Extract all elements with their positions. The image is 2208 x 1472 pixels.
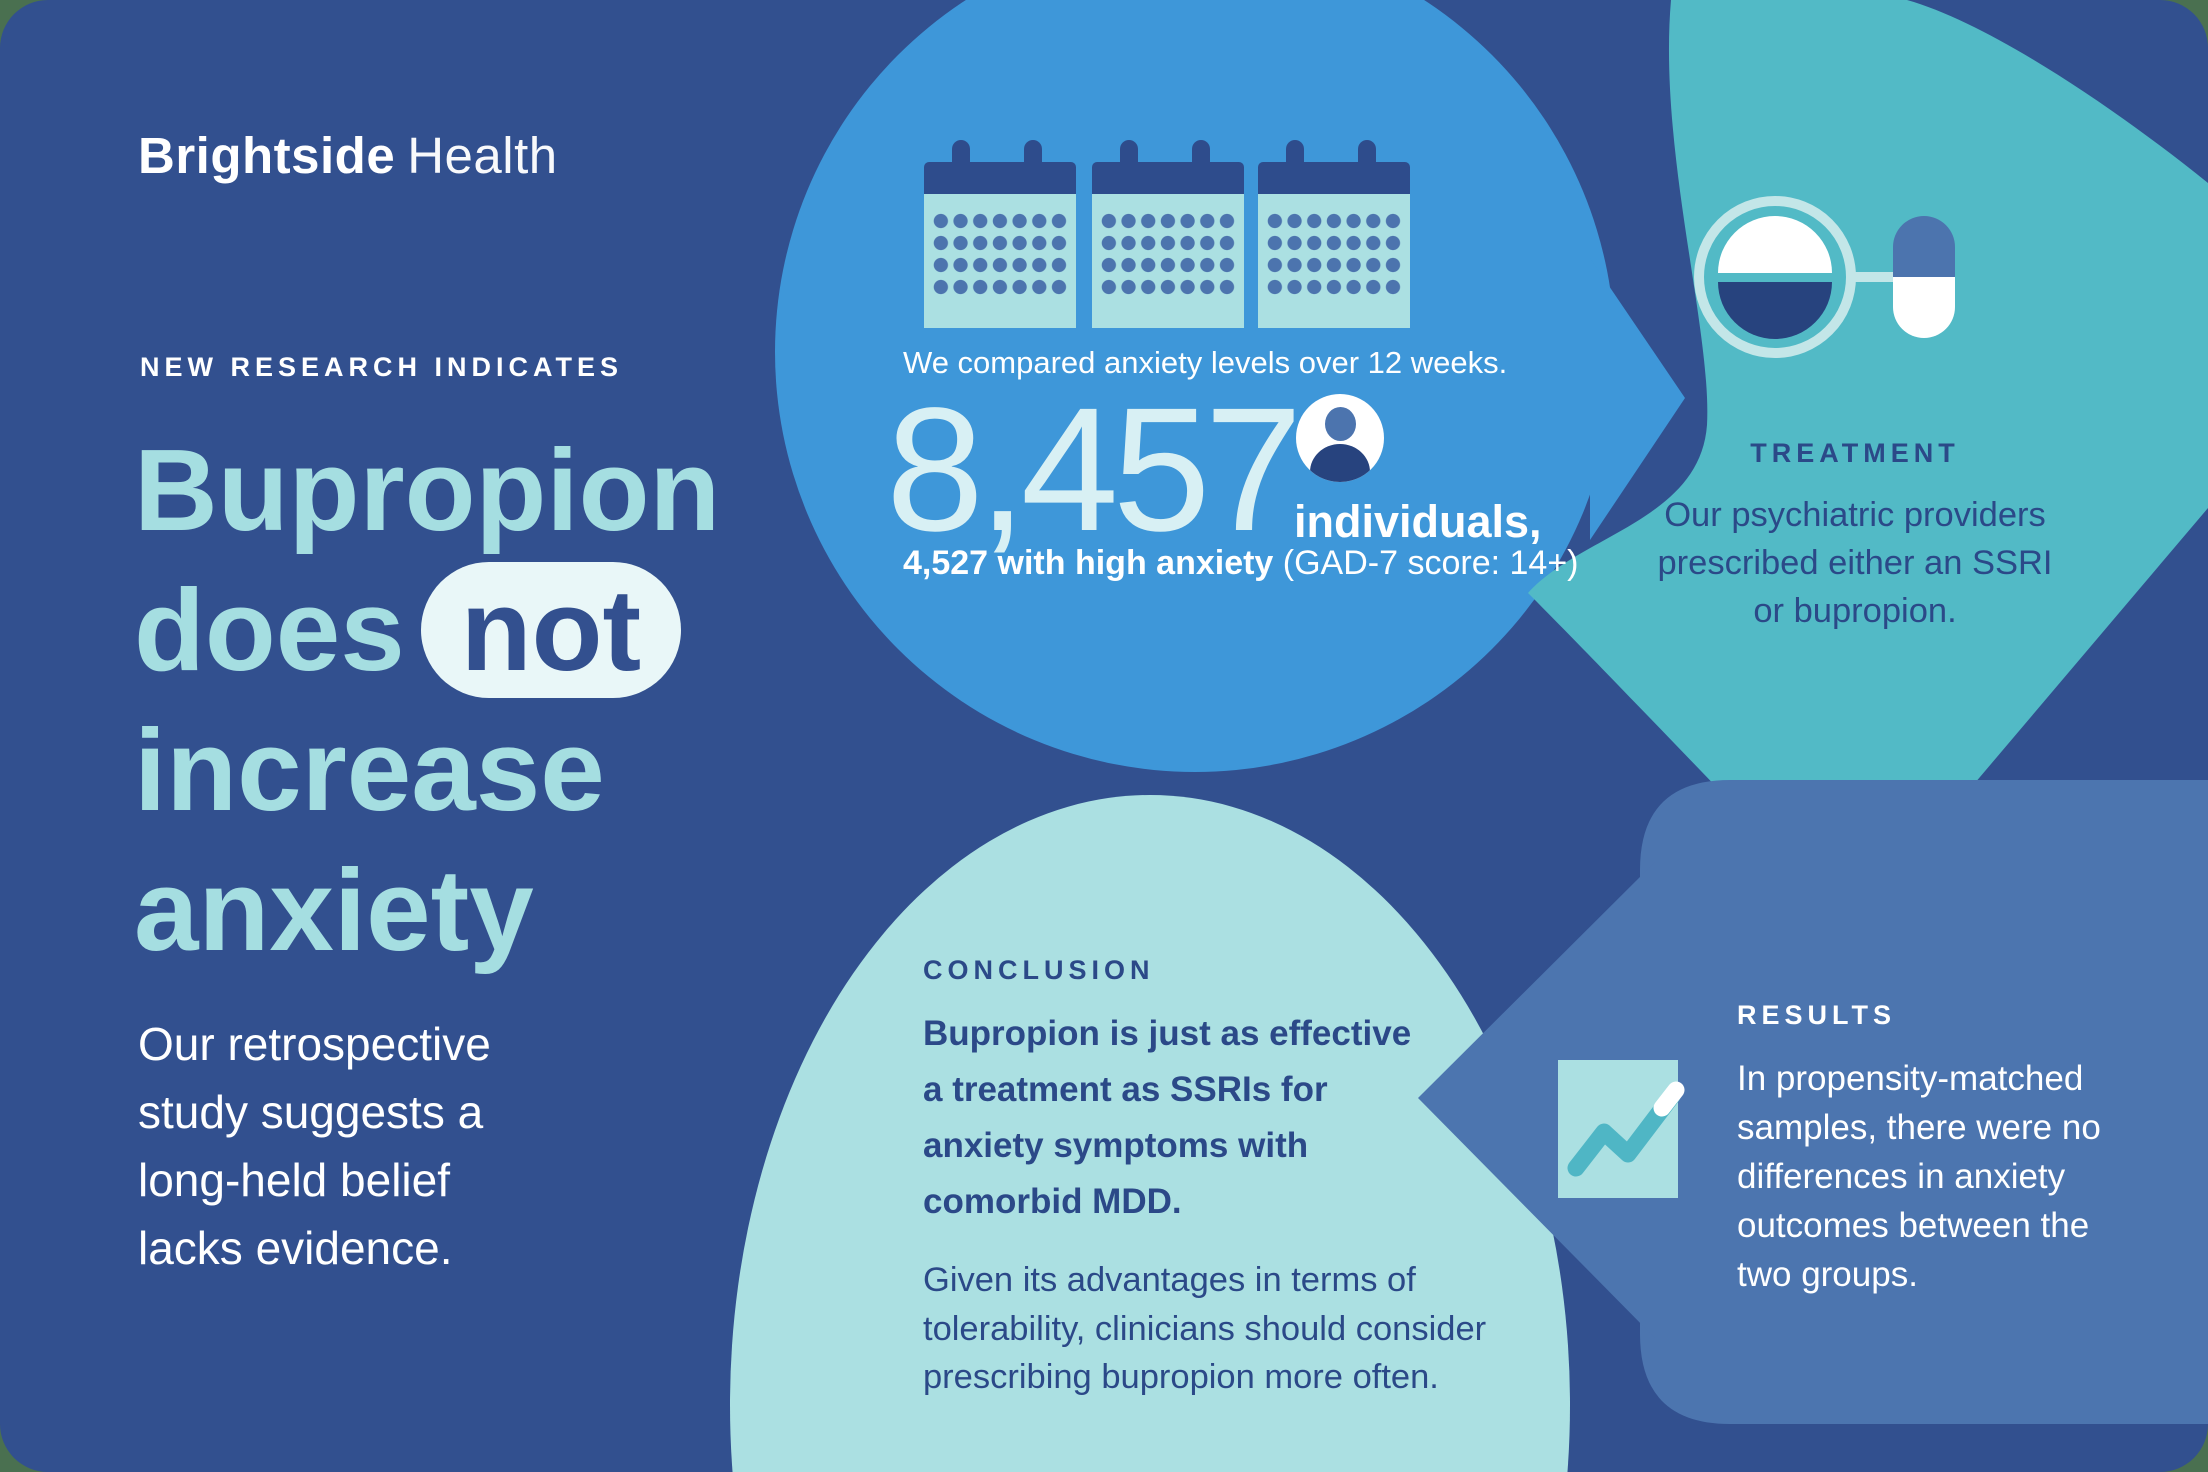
pill-top-half-icon bbox=[1893, 216, 1955, 277]
conclusion-blob bbox=[730, 795, 1570, 1472]
headline-line-1: Bupropion bbox=[134, 425, 721, 555]
treatment-label: TREATMENT bbox=[1750, 438, 1960, 468]
study-count-unit: individuals, bbox=[1294, 496, 1542, 547]
calendar-dots-grid bbox=[1099, 210, 1237, 298]
study-detail-regular: (GAD-7 score: 14+) bbox=[1273, 544, 1579, 582]
results-body: In propensity-matched samples, there wer… bbox=[1737, 1059, 2101, 1294]
not-highlight-pill: not bbox=[420, 562, 682, 698]
chart-line-endpoint bbox=[1653, 1081, 1685, 1117]
headline-line-2: does not bbox=[134, 560, 720, 700]
person-icon bbox=[1296, 394, 1384, 482]
conclusion-headline: Bupropion is just as effective a treatme… bbox=[923, 1014, 1412, 1221]
person-shoulders bbox=[1310, 444, 1370, 482]
conclusion-label: CONCLUSION bbox=[923, 955, 1155, 985]
headline: Bupropion does not increase anxiety bbox=[134, 420, 720, 980]
headline-line-3: increase bbox=[134, 705, 605, 835]
calendar-header bbox=[1092, 162, 1244, 194]
results-bubble-pointer bbox=[1418, 862, 1655, 1338]
calendar-icon bbox=[1258, 140, 1410, 330]
lens-top-half bbox=[1718, 216, 1832, 273]
treatment-pin bbox=[1528, 0, 2208, 928]
connector-line bbox=[1848, 272, 1896, 282]
chart-trending-up-icon bbox=[1558, 1060, 1685, 1198]
brand-logo: Brightside Health bbox=[138, 126, 558, 185]
magnifier-and-pill-icon bbox=[1694, 196, 1955, 358]
study-detail: 4,527 with high anxiety (GAD-7 score: 14… bbox=[903, 544, 1579, 583]
pill-bottom-half-icon bbox=[1893, 277, 1955, 338]
headline-line-4: anxiety bbox=[134, 845, 534, 975]
study-detail-bold: 4,527 with high anxiety bbox=[903, 544, 1274, 582]
study-count: 8,457 bbox=[886, 372, 1302, 568]
brand-name-light: Health bbox=[407, 127, 558, 184]
person-head bbox=[1325, 407, 1356, 441]
calendar-dots-grid bbox=[931, 210, 1069, 298]
treatment-body: Our psychiatric providers prescribed eit… bbox=[1657, 496, 2053, 630]
lens-bottom-half bbox=[1718, 282, 1832, 339]
calendar-icon bbox=[924, 140, 1076, 330]
chart-background bbox=[1558, 1060, 1678, 1198]
calendar-header bbox=[1258, 162, 1410, 194]
study-bubble-pointer bbox=[1590, 258, 1685, 540]
study-caption: We compared anxiety levels over 12 weeks… bbox=[903, 345, 1508, 380]
calendar-dots-grid bbox=[1265, 210, 1403, 298]
brand-name-bold: Brightside bbox=[138, 127, 396, 184]
results-bubble bbox=[1640, 780, 2208, 1424]
chart-line bbox=[1567, 1087, 1681, 1177]
treatment-section: TREATMENT Our psychiatric providers pres… bbox=[1625, 438, 2085, 635]
conclusion-body: Given its advantages in terms of tolerab… bbox=[923, 1261, 1487, 1396]
calendar-header bbox=[924, 162, 1076, 194]
headline-line-2-text: does bbox=[134, 565, 405, 695]
calendar-icon bbox=[1092, 140, 1244, 330]
results-label: RESULTS bbox=[1737, 1000, 1897, 1030]
eyebrow-label: NEW RESEARCH INDICATES bbox=[140, 352, 624, 382]
hero-subtitle: Our retrospective study suggests a long-… bbox=[138, 1018, 491, 1274]
